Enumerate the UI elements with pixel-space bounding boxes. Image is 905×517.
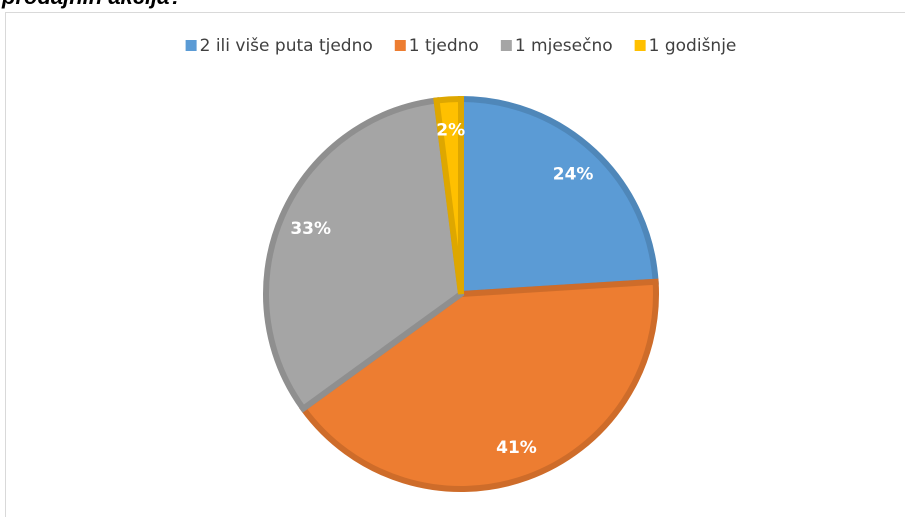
legend-label: 1 mjesečno	[515, 36, 613, 56]
legend-label: 2 ili više puta tjedno	[200, 36, 373, 56]
data-label: 2%	[436, 121, 465, 141]
legend-swatch	[394, 40, 406, 51]
slice	[433, 95, 464, 295]
slice-border	[263, 97, 465, 413]
legend-swatch	[634, 40, 646, 51]
data-label: 33%	[290, 219, 331, 239]
chart-title: prodajnih akcija?	[1, 0, 183, 9]
slice-border	[299, 278, 659, 492]
slice	[263, 97, 465, 413]
slice-border	[458, 95, 659, 298]
legend-label: 1 tjedno	[409, 36, 479, 56]
slice-border	[433, 95, 464, 295]
data-label: 41%	[496, 438, 537, 458]
data-label: 24%	[553, 165, 594, 185]
legend-label: 1 godišnje	[649, 36, 737, 56]
slice	[458, 95, 659, 298]
legend-swatch	[500, 40, 512, 51]
legend-swatch	[185, 40, 197, 51]
slice	[299, 278, 659, 492]
title-backdrop	[0, 0, 300, 12]
